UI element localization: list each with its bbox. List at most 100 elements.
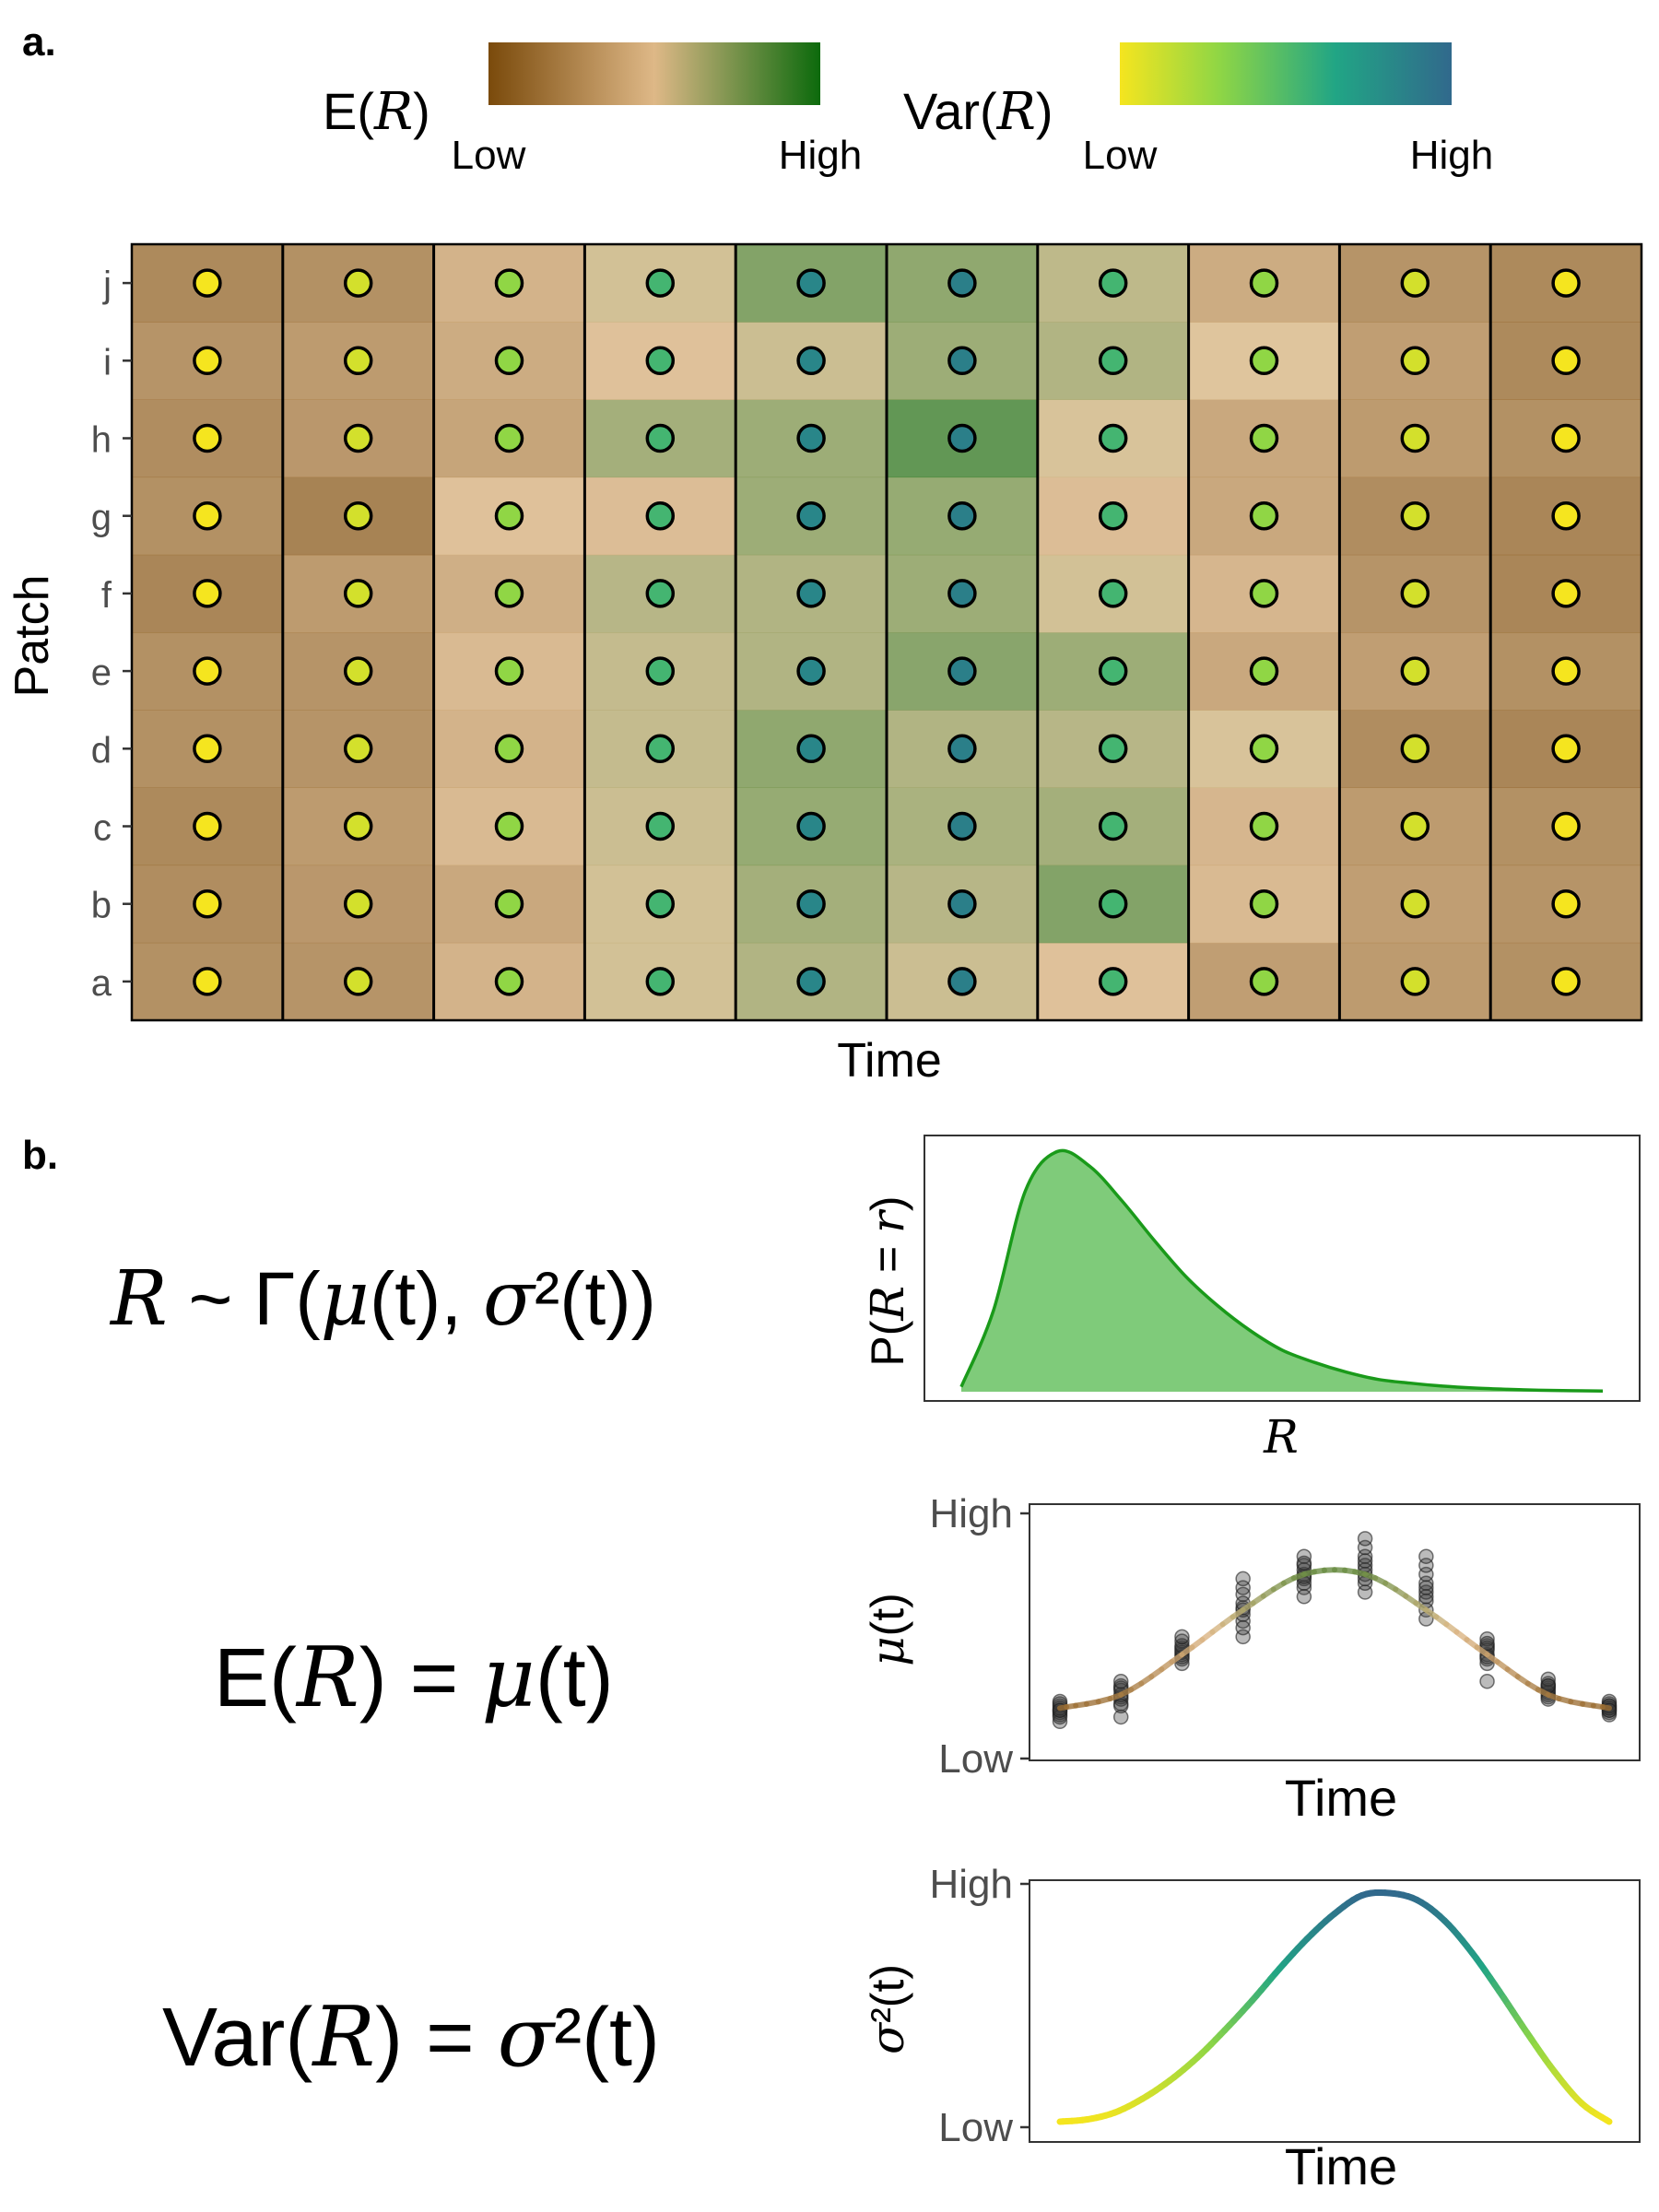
variance-point bbox=[343, 423, 373, 453]
variance-point bbox=[1249, 423, 1279, 453]
density-xlabel: R bbox=[1263, 1410, 1299, 1464]
variance-point bbox=[1400, 423, 1430, 453]
variance-point bbox=[1249, 500, 1279, 531]
variance-point bbox=[193, 967, 222, 996]
variance-point bbox=[1551, 346, 1581, 376]
variance-point bbox=[796, 967, 826, 996]
variance-point bbox=[494, 656, 524, 686]
variance-point bbox=[1400, 346, 1430, 376]
variance-point bbox=[1249, 268, 1279, 298]
variance-point bbox=[343, 500, 373, 531]
mean-sample-point bbox=[1418, 1548, 1434, 1564]
mean-sample-point bbox=[1296, 1555, 1312, 1571]
variance-point bbox=[494, 888, 524, 919]
patch-label: b bbox=[91, 886, 112, 926]
variance-point bbox=[645, 579, 676, 608]
variance-point bbox=[193, 500, 222, 531]
variance-point bbox=[947, 734, 977, 764]
variance-point bbox=[1551, 500, 1581, 531]
mean-panel: Low High bbox=[930, 1491, 1641, 1782]
variance-point bbox=[645, 423, 676, 453]
variance-point bbox=[1249, 579, 1279, 608]
patch-label: i bbox=[103, 342, 112, 382]
variance-point bbox=[1098, 734, 1128, 764]
legend: E(R) Low High Var(R) Low High bbox=[323, 42, 1493, 178]
legend-mean-title: E(R) bbox=[323, 82, 430, 142]
variance-xlabel: Time bbox=[1285, 2137, 1397, 2195]
variance-point bbox=[1551, 423, 1581, 453]
variance-ytick-label: High bbox=[930, 1862, 1014, 1907]
variance-point bbox=[947, 888, 977, 919]
heatmap-ylabel: Patch bbox=[6, 575, 59, 698]
variance-point bbox=[343, 811, 373, 841]
variance-point bbox=[947, 811, 977, 841]
variance-point bbox=[1098, 500, 1128, 531]
variance-point bbox=[1551, 888, 1581, 919]
variance-point bbox=[193, 579, 222, 608]
legend-mean-high: High bbox=[779, 133, 863, 178]
variance-point bbox=[1098, 967, 1128, 996]
mean-sample-point bbox=[1357, 1553, 1373, 1569]
variance-point bbox=[947, 346, 977, 376]
variance-point bbox=[796, 346, 826, 376]
variance-point bbox=[1551, 579, 1581, 608]
variance-point bbox=[193, 268, 222, 298]
patch-label: c bbox=[93, 808, 112, 849]
mean-frame bbox=[1029, 1503, 1641, 1761]
patch-label: f bbox=[101, 575, 112, 616]
variance-point bbox=[1400, 734, 1430, 764]
mean-xlabel: Time bbox=[1285, 1769, 1397, 1827]
variance-point bbox=[343, 656, 373, 686]
variance-point bbox=[343, 734, 373, 764]
legend-var-low: Low bbox=[1083, 133, 1158, 178]
variance-point bbox=[1249, 346, 1279, 376]
variance-point bbox=[947, 656, 977, 686]
variance-point bbox=[1098, 888, 1128, 919]
variance-point bbox=[1551, 967, 1581, 996]
variance-point bbox=[947, 579, 977, 608]
variance-point bbox=[343, 346, 373, 376]
variance-curve-segment bbox=[1603, 2116, 1613, 2125]
legend-mean-low: Low bbox=[452, 133, 526, 178]
variance-point bbox=[494, 734, 524, 764]
variance-point bbox=[1551, 734, 1581, 764]
mean-sample-point bbox=[1235, 1619, 1251, 1636]
variance-point bbox=[1400, 268, 1430, 298]
variance-point bbox=[645, 734, 676, 764]
variance-point bbox=[796, 423, 826, 453]
variance-point bbox=[947, 967, 977, 996]
variance-point bbox=[193, 888, 222, 919]
variance-point bbox=[1098, 423, 1128, 453]
variance-point bbox=[645, 656, 676, 686]
variance-point bbox=[796, 811, 826, 841]
variance-point bbox=[1098, 579, 1128, 608]
variance-point bbox=[494, 268, 524, 298]
variance-point bbox=[494, 346, 524, 376]
variance-point bbox=[796, 888, 826, 919]
variance-frame bbox=[1029, 1879, 1641, 2143]
variance-point bbox=[494, 423, 524, 453]
heatmap-xlabel: Time bbox=[837, 1034, 942, 1088]
patch-label: e bbox=[91, 653, 112, 693]
density-area bbox=[961, 1150, 1603, 1392]
variance-ytick-label: Low bbox=[938, 2105, 1013, 2150]
variance-point bbox=[1249, 811, 1279, 841]
variance-point bbox=[645, 888, 676, 919]
variance-point bbox=[1551, 656, 1581, 686]
density-ylabel: P(R = r) bbox=[861, 1195, 914, 1366]
variance-point bbox=[1098, 268, 1128, 298]
variance-point bbox=[1098, 346, 1128, 376]
variance-point bbox=[1400, 500, 1430, 531]
legend-mean-colorbar bbox=[488, 42, 820, 105]
variance-point bbox=[1551, 811, 1581, 841]
mean-sample-point bbox=[1112, 1698, 1129, 1714]
variance-point bbox=[796, 500, 826, 531]
variance-point bbox=[796, 734, 826, 764]
variance-point bbox=[1249, 656, 1279, 686]
mean-ytick-label: Low bbox=[938, 1736, 1013, 1782]
variance-point bbox=[796, 579, 826, 608]
variance-point bbox=[193, 423, 222, 453]
mean-sample-point bbox=[1112, 1673, 1129, 1689]
patch-label: a bbox=[91, 963, 112, 1004]
